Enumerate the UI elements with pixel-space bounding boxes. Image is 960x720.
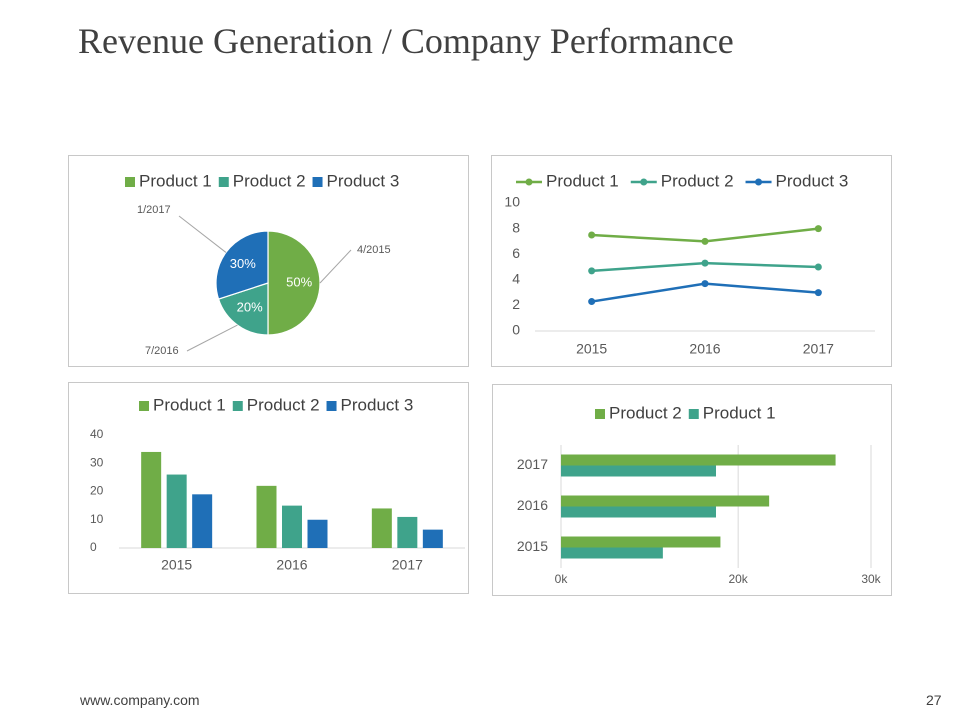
slide-title: Revenue Generation / Company Performance bbox=[78, 21, 734, 61]
horizontal-bar-chart: Product 2 Product 1 0k 20k 30k 2015 2016 2017 bbox=[517, 403, 882, 586]
y-tick-label: 2 bbox=[512, 296, 520, 312]
data-point bbox=[814, 263, 822, 271]
pie-chart-panel: Product 1 Product 2 Product 3 50% 20% 30% 4/20… bbox=[68, 155, 469, 367]
bar bbox=[371, 508, 392, 548]
pie-slice-label: 30% bbox=[230, 256, 256, 271]
bar bbox=[307, 519, 328, 548]
data-point bbox=[814, 225, 822, 233]
pie-slice-label: 20% bbox=[237, 300, 263, 315]
data-point bbox=[701, 259, 709, 267]
pie-slice-label: 50% bbox=[286, 274, 312, 289]
legend-swatch bbox=[595, 409, 605, 419]
legend-swatch bbox=[688, 409, 699, 419]
legend-label: Product 2 bbox=[609, 403, 682, 422]
y-tick-label: 10 bbox=[90, 512, 104, 526]
x-tick-label: 2015 bbox=[576, 341, 607, 357]
legend-label: Product 2 bbox=[661, 171, 734, 190]
bar bbox=[282, 505, 302, 548]
pie-callout-label: 4/2015 bbox=[357, 244, 391, 256]
y-tick-label: 20 bbox=[90, 484, 104, 498]
bar bbox=[256, 485, 277, 548]
pie-chart: Product 1 Product 2 Product 3 50% 20% 30% 4/20… bbox=[125, 171, 400, 357]
column-chart-panel: Product 1 Product 2 Product 3 0 10 20 30 40 2015… bbox=[68, 382, 469, 594]
data-point bbox=[588, 231, 596, 239]
bar bbox=[141, 451, 162, 548]
pie-leader-line bbox=[186, 324, 238, 352]
y-tick-label: 0 bbox=[512, 322, 520, 338]
legend-point-marker bbox=[525, 178, 533, 186]
legend-swatch bbox=[326, 401, 337, 411]
line-chart: Product 1 Product 2 Product 3 0 2 4 6 8 10 2015 20… bbox=[504, 171, 875, 357]
x-tick-label: 2017 bbox=[803, 341, 834, 357]
y-tick-label: 2017 bbox=[517, 456, 548, 472]
bar bbox=[192, 494, 213, 548]
bar bbox=[166, 474, 187, 548]
legend-swatch bbox=[139, 401, 149, 411]
y-tick-label: 2015 bbox=[517, 538, 548, 554]
y-tick-label: 10 bbox=[504, 194, 520, 210]
y-tick-label: 0 bbox=[90, 540, 97, 554]
legend-label: Product 3 bbox=[327, 171, 400, 190]
pie-callout-label: 7/2016 bbox=[145, 345, 179, 357]
hbar bbox=[561, 454, 836, 466]
pie-callout-label: 1/2017 bbox=[137, 204, 171, 216]
hbar bbox=[561, 465, 716, 477]
data-point bbox=[701, 237, 709, 245]
legend-swatch bbox=[125, 177, 135, 187]
footer-url: www.company.com bbox=[80, 692, 200, 708]
hbar bbox=[561, 536, 721, 548]
legend-label: Product 3 bbox=[776, 171, 849, 190]
x-tick-label: 30k bbox=[861, 572, 881, 586]
bar bbox=[397, 516, 418, 548]
x-tick-label: 0k bbox=[555, 572, 569, 586]
y-tick-label: 4 bbox=[512, 271, 520, 287]
legend-swatch bbox=[218, 177, 229, 187]
hbar bbox=[561, 547, 663, 559]
legend-label: Product 2 bbox=[247, 395, 320, 414]
data-point bbox=[701, 280, 709, 288]
bar bbox=[422, 529, 443, 548]
page-number: 27 bbox=[926, 692, 942, 708]
legend-point-marker bbox=[640, 178, 648, 186]
x-tick-label: 2015 bbox=[161, 557, 192, 573]
pie-leader-line bbox=[319, 249, 352, 284]
legend-point-marker bbox=[755, 178, 763, 186]
data-point bbox=[588, 298, 596, 306]
legend-label: Product 1 bbox=[703, 403, 776, 422]
legend-label: Product 1 bbox=[546, 171, 619, 190]
legend-swatch bbox=[232, 401, 243, 411]
x-tick-label: 2016 bbox=[276, 557, 307, 573]
hbar-chart-panel: Product 2 Product 1 0k 20k 30k 2015 2016 2017 bbox=[492, 384, 892, 596]
data-point bbox=[814, 289, 822, 297]
y-tick-label: 8 bbox=[512, 219, 520, 235]
legend-label: Product 3 bbox=[341, 395, 414, 414]
legend-label: Product 2 bbox=[233, 171, 306, 190]
hbar bbox=[561, 495, 770, 507]
legend-swatch bbox=[312, 177, 323, 187]
x-tick-label: 20k bbox=[728, 572, 748, 586]
pie-slice bbox=[215, 230, 269, 300]
line-chart-panel: Product 1 Product 2 Product 3 0 2 4 6 8 10 2015 20… bbox=[491, 155, 892, 367]
pie-leader-line bbox=[178, 215, 227, 253]
y-tick-label: 40 bbox=[90, 427, 104, 441]
legend-label: Product 1 bbox=[153, 395, 226, 414]
y-tick-label: 30 bbox=[90, 455, 104, 469]
hbar bbox=[561, 506, 716, 518]
x-tick-label: 2017 bbox=[392, 557, 423, 573]
column-chart: Product 1 Product 2 Product 3 0 10 20 30 40 2015… bbox=[90, 395, 465, 573]
legend-label: Product 1 bbox=[139, 171, 212, 190]
data-point bbox=[588, 267, 596, 275]
pie-slice bbox=[217, 282, 269, 336]
y-tick-label: 2016 bbox=[517, 497, 548, 513]
y-tick-label: 6 bbox=[512, 245, 520, 261]
x-tick-label: 2016 bbox=[689, 341, 720, 357]
